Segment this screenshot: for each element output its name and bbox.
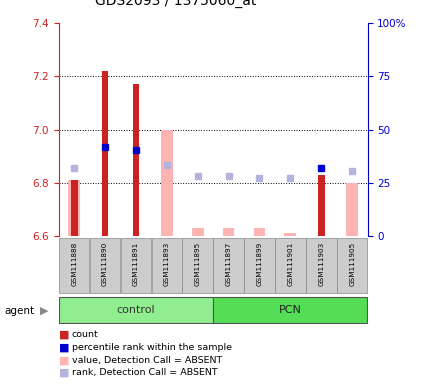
FancyBboxPatch shape <box>213 238 243 293</box>
FancyBboxPatch shape <box>336 238 367 293</box>
FancyBboxPatch shape <box>151 238 182 293</box>
Text: control: control <box>116 305 155 315</box>
Bar <box>191 228 203 236</box>
FancyBboxPatch shape <box>120 238 151 293</box>
Text: ■: ■ <box>59 355 69 365</box>
Text: percentile rank within the sample: percentile rank within the sample <box>72 343 231 352</box>
Text: value, Detection Call = ABSENT: value, Detection Call = ABSENT <box>72 356 221 365</box>
Text: GSM111897: GSM111897 <box>225 242 231 286</box>
Text: GSM111899: GSM111899 <box>256 242 262 286</box>
Text: GSM111905: GSM111905 <box>349 242 354 286</box>
FancyBboxPatch shape <box>213 297 367 323</box>
Bar <box>102 71 108 236</box>
Text: ▶: ▶ <box>40 306 49 316</box>
FancyBboxPatch shape <box>89 238 120 293</box>
Text: GSM111895: GSM111895 <box>194 242 200 286</box>
Text: GSM111893: GSM111893 <box>164 242 169 286</box>
Bar <box>132 84 139 236</box>
Text: ■: ■ <box>59 343 69 353</box>
Text: GSM111890: GSM111890 <box>102 242 108 286</box>
FancyBboxPatch shape <box>182 238 213 293</box>
Bar <box>253 228 265 236</box>
Text: count: count <box>72 330 98 339</box>
Bar <box>222 228 234 236</box>
Bar <box>317 175 324 236</box>
Bar <box>284 233 296 236</box>
Text: agent: agent <box>4 306 34 316</box>
Text: GSM111891: GSM111891 <box>133 242 138 286</box>
FancyBboxPatch shape <box>305 238 336 293</box>
Text: GSM111901: GSM111901 <box>287 242 293 286</box>
Bar <box>345 183 357 236</box>
Text: GSM111903: GSM111903 <box>318 242 323 286</box>
Bar <box>71 180 77 236</box>
Text: PCN: PCN <box>278 305 301 315</box>
Text: GSM111888: GSM111888 <box>71 242 77 286</box>
Text: rank, Detection Call = ABSENT: rank, Detection Call = ABSENT <box>72 368 217 377</box>
Bar <box>68 180 80 236</box>
Text: GDS2093 / 1375060_at: GDS2093 / 1375060_at <box>95 0 256 8</box>
FancyBboxPatch shape <box>243 238 274 293</box>
FancyBboxPatch shape <box>59 297 213 323</box>
FancyBboxPatch shape <box>274 238 305 293</box>
Text: ■: ■ <box>59 330 69 340</box>
Bar <box>161 130 172 236</box>
Text: ■: ■ <box>59 368 69 378</box>
FancyBboxPatch shape <box>59 238 89 293</box>
